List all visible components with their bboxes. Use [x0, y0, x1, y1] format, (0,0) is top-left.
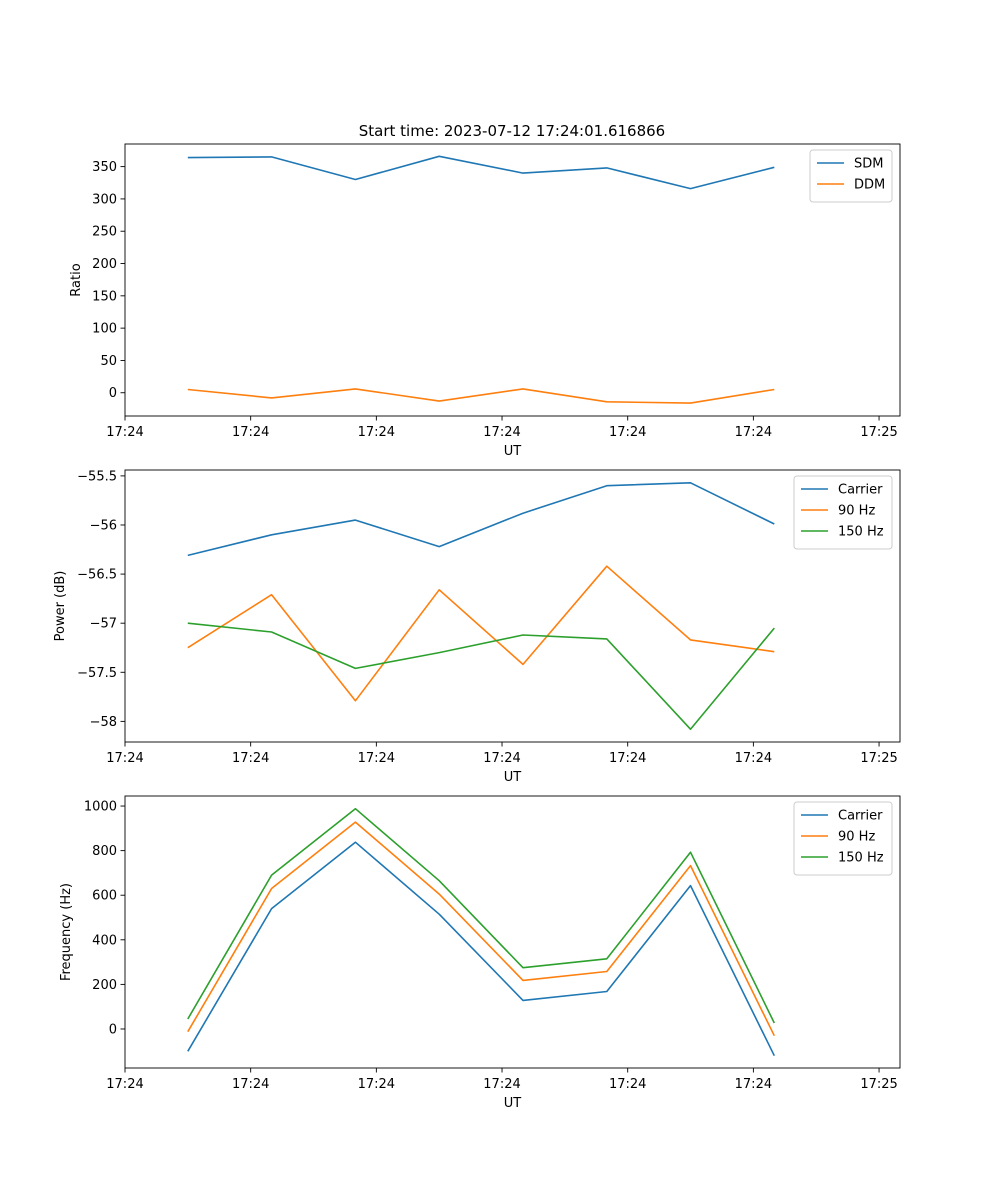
y-tick-label: −56.5	[77, 568, 117, 583]
x-tick-label: 17:24	[106, 425, 143, 440]
x-tick-label: 17:24	[609, 425, 646, 440]
x-tick-label: 17:24	[735, 751, 772, 766]
series-line-150-hz	[187, 807, 776, 1024]
y-tick-label: 400	[92, 933, 117, 948]
x-tick-label: 17:24	[609, 1077, 646, 1092]
x-tick-label: 17:24	[232, 1077, 269, 1092]
y-tick-label: 50	[100, 354, 117, 369]
legend-label: DDM	[854, 178, 885, 193]
x-tick-label: 17:24	[483, 425, 520, 440]
legend: Carrier 90 Hz 150 Hz	[793, 475, 893, 550]
y-tick-label: 300	[92, 192, 117, 207]
y-tick-label: −56	[90, 518, 117, 533]
subplot-1: 17:24 17:24 17:24 17:24 17:24 17:24 17:25 0 50 10…	[69, 143, 901, 459]
series-line-150-hz	[187, 622, 775, 731]
y-tick-label: −55.5	[77, 469, 117, 484]
x-tick-label: 17:24	[483, 751, 520, 766]
x-tick-label: 17:24	[232, 751, 269, 766]
y-axis-label: Frequency (Hz)	[59, 883, 74, 981]
x-axis-label: UT	[504, 444, 522, 459]
axes-frame	[124, 795, 901, 1069]
x-tick-label: 17:25	[860, 425, 897, 440]
y-tick-label: −58	[90, 715, 117, 730]
figure-title: Start time: 2023-07-12 17:24:01.616866	[359, 122, 665, 140]
x-tick-label: 17:24	[483, 1077, 520, 1092]
legend-label: SDM	[854, 157, 883, 172]
legend-label: 90 Hz	[838, 504, 875, 519]
subplot-3: 17:24 17:24 17:24 17:24 17:24 17:24 17:25 0 200 4…	[59, 795, 901, 1111]
x-tick-label: 17:24	[106, 751, 143, 766]
series-line-ddm	[187, 388, 775, 404]
x-tick-label: 17:24	[232, 425, 269, 440]
y-tick-label: 0	[109, 1022, 117, 1037]
legend-label: 150 Hz	[838, 525, 884, 540]
x-tick-label: 17:24	[106, 1077, 143, 1092]
legend: Carrier 90 Hz 150 Hz	[793, 801, 893, 876]
legend-label: Carrier	[838, 809, 883, 824]
x-tick-label: 17:24	[735, 1077, 772, 1092]
y-tick-label: 350	[92, 160, 117, 175]
y-tick-label: 150	[92, 289, 117, 304]
legend-label: Carrier	[838, 483, 883, 498]
x-tick-label: 17:24	[358, 751, 395, 766]
legend-label: 150 Hz	[838, 851, 884, 866]
legend: SDM DDM	[809, 149, 893, 203]
x-tick-label: 17:24	[358, 1077, 395, 1092]
subplots: 17:24 17:24 17:24 17:24 17:24 17:24 17:25 0 50 10…	[53, 143, 901, 1111]
x-tick-label: 17:24	[609, 751, 646, 766]
x-tick-label: 17:25	[860, 751, 897, 766]
y-tick-label: 800	[92, 844, 117, 859]
y-tick-label: 1000	[84, 800, 117, 815]
series-line-carrier	[187, 841, 776, 1057]
x-axis-label: UT	[504, 770, 522, 785]
legend-label: 90 Hz	[838, 830, 875, 845]
y-tick-label: 100	[92, 322, 117, 337]
series-line-90-hz	[187, 565, 775, 702]
axes-frame	[124, 143, 901, 417]
y-axis-label: Ratio	[69, 263, 84, 296]
y-tick-label: −57	[90, 617, 117, 632]
x-tick-label: 17:24	[358, 425, 395, 440]
y-tick-label: 600	[92, 889, 117, 904]
y-tick-label: −57.5	[77, 666, 117, 681]
subplot-2: 17:24 17:24 17:24 17:24 17:24 17:24 17:25 −58 −5…	[53, 469, 901, 785]
y-tick-label: 250	[92, 225, 117, 240]
series-line-sdm	[187, 155, 775, 190]
x-tick-label: 17:25	[860, 1077, 897, 1092]
y-tick-label: 0	[109, 386, 117, 401]
x-tick-label: 17:24	[735, 425, 772, 440]
y-tick-label: 200	[92, 257, 117, 272]
y-tick-label: 200	[92, 978, 117, 993]
series-line-carrier	[187, 481, 775, 557]
y-axis-label: Power (dB)	[53, 571, 68, 642]
series-line-90-hz	[187, 821, 776, 1037]
x-axis-label: UT	[504, 1096, 522, 1111]
axes-frame	[124, 469, 901, 743]
